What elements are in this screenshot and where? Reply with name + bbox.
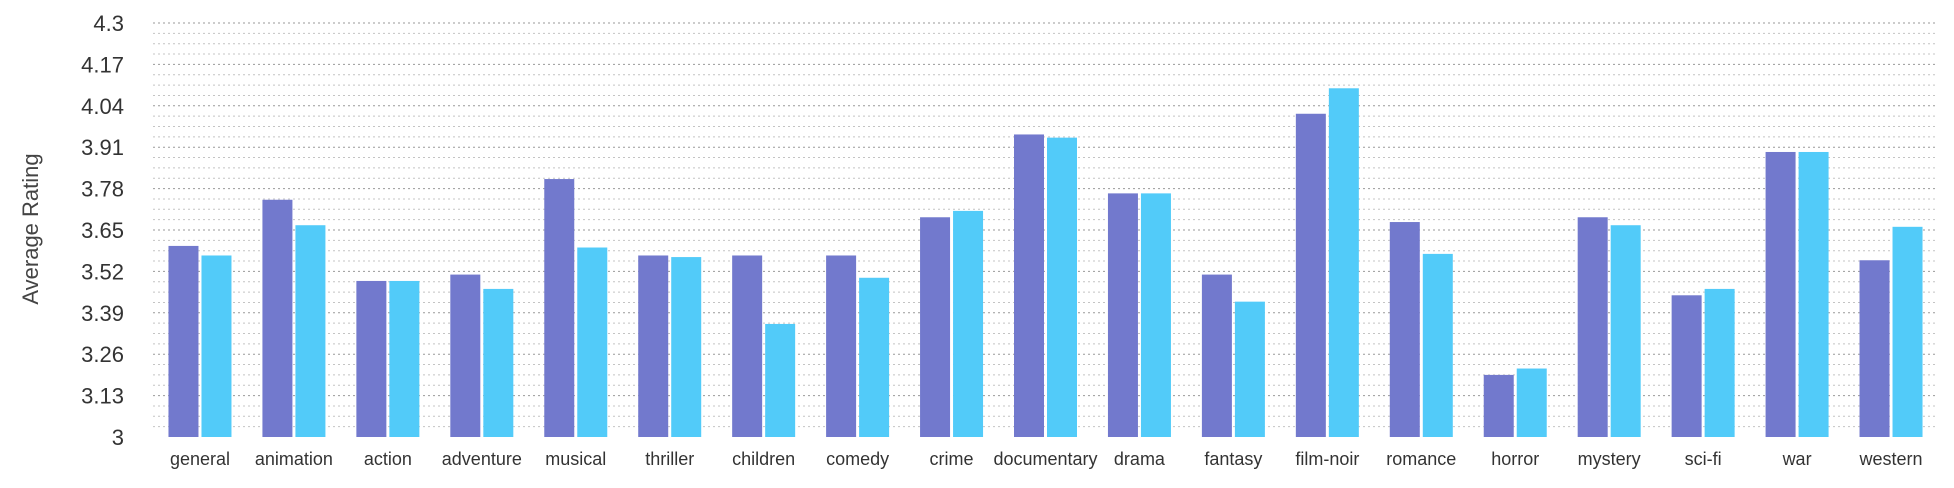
- x-axis-categories: general animation action adventure musical th…: [170, 449, 1923, 469]
- y-tick-label: 4.17: [81, 52, 124, 77]
- x-category-label: documentary: [993, 449, 1097, 469]
- bar-mystery-series-2: [1610, 225, 1641, 437]
- x-category-label: romance: [1386, 449, 1456, 469]
- bar-war-series-2: [1798, 151, 1829, 437]
- bar-horror-series-2: [1516, 368, 1547, 437]
- bar-documentary-series-2: [1047, 137, 1077, 437]
- bar-war-series-1: [1765, 151, 1796, 437]
- bar-thriller-series-2: [671, 257, 702, 437]
- y-tick-label: 3.65: [81, 218, 124, 243]
- y-tick-label: 3.39: [81, 301, 124, 326]
- bar-comedy-series-2: [859, 277, 890, 437]
- bar-children-series-1: [732, 255, 763, 437]
- bar-drama-series-2: [1140, 193, 1171, 437]
- y-tick-label: 4.3: [93, 11, 124, 36]
- y-tick-label: 3.52: [81, 259, 124, 284]
- bar-fantasy-series-1: [1201, 274, 1232, 437]
- x-category-label: war: [1782, 449, 1812, 469]
- bar-musical-series-2: [577, 247, 608, 437]
- bar-crime-series-2: [953, 210, 984, 437]
- bar-documentary-series-1: [1014, 134, 1044, 437]
- y-axis-ticks: 3 3.13 3.26 3.39 3.52 3.65 3.78 3.91 4.04 4.17 4.3: [81, 11, 124, 450]
- bar-sci-fi-series-2: [1704, 288, 1735, 437]
- x-category-label: musical: [545, 449, 606, 469]
- bar-film-noir-series-1: [1295, 113, 1326, 437]
- bar-western-series-1: [1859, 260, 1890, 437]
- bars-group: [168, 88, 1923, 438]
- bar-romance-series-1: [1389, 222, 1420, 437]
- x-category-label: children: [732, 449, 795, 469]
- x-category-label: sci-fi: [1685, 449, 1722, 469]
- bar-adventure-series-1: [450, 274, 481, 437]
- bar-action-series-1: [356, 280, 387, 437]
- y-tick-label: 3: [112, 425, 124, 450]
- bar-western-series-2: [1892, 226, 1923, 437]
- x-category-label: animation: [255, 449, 333, 469]
- x-category-label: action: [364, 449, 412, 469]
- bar-sci-fi-series-1: [1671, 295, 1702, 437]
- y-tick-label: 3.26: [81, 342, 124, 367]
- y-tick-label: 3.91: [81, 135, 124, 160]
- bar-comedy-series-1: [826, 255, 857, 437]
- x-category-label: fantasy: [1204, 449, 1262, 469]
- grid-lines: [153, 22, 1938, 428]
- bar-mystery-series-1: [1577, 217, 1608, 437]
- bar-animation-series-1: [262, 199, 293, 437]
- bar-general-series-2: [201, 255, 232, 437]
- x-category-label: mystery: [1578, 449, 1641, 469]
- y-axis-title: Average Rating: [18, 153, 43, 304]
- y-tick-label: 3.13: [81, 384, 124, 409]
- bar-animation-series-2: [295, 225, 326, 437]
- bar-romance-series-2: [1422, 253, 1453, 437]
- bar-horror-series-1: [1483, 374, 1514, 437]
- x-category-label: horror: [1491, 449, 1539, 469]
- bar-musical-series-1: [544, 179, 575, 438]
- bar-drama-series-1: [1107, 193, 1138, 437]
- bar-thriller-series-1: [638, 255, 669, 437]
- x-category-label: crime: [930, 449, 974, 469]
- bar-general-series-1: [168, 245, 199, 437]
- bar-action-series-2: [389, 280, 420, 437]
- y-tick-label: 4.04: [81, 94, 124, 119]
- x-category-label: film-noir: [1295, 449, 1359, 469]
- bar-film-noir-series-2: [1328, 88, 1359, 438]
- x-category-label: general: [170, 449, 230, 469]
- x-category-label: drama: [1114, 449, 1166, 469]
- x-category-label: thriller: [645, 449, 694, 469]
- x-category-label: adventure: [442, 449, 522, 469]
- x-category-label: western: [1859, 449, 1923, 469]
- bar-children-series-2: [765, 323, 796, 437]
- bar-crime-series-1: [920, 217, 951, 437]
- x-category-label: comedy: [826, 449, 889, 469]
- bar-adventure-series-2: [483, 288, 514, 437]
- bar-fantasy-series-2: [1234, 301, 1265, 437]
- y-tick-label: 3.78: [81, 177, 124, 202]
